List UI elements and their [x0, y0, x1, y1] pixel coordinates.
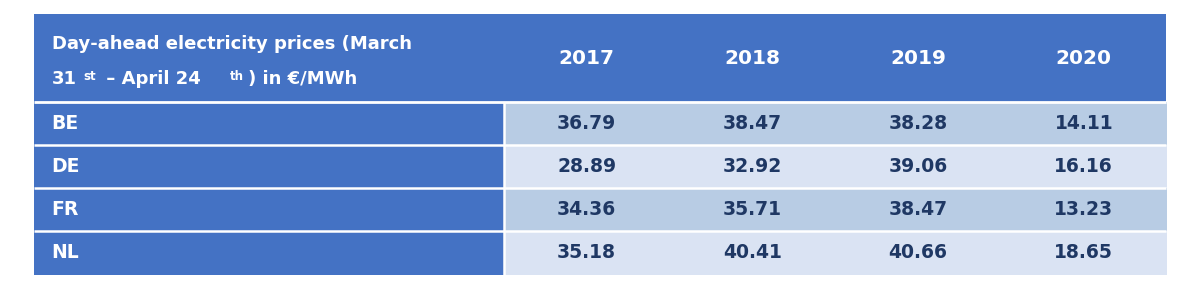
Bar: [504, 231, 670, 275]
Text: 38.28: 38.28: [888, 114, 948, 133]
Bar: [34, 145, 504, 188]
Text: 40.41: 40.41: [722, 243, 781, 262]
Bar: [1001, 188, 1166, 231]
Text: NL: NL: [52, 243, 79, 262]
Bar: [1001, 145, 1166, 188]
Text: st: st: [84, 70, 96, 83]
Bar: [34, 188, 504, 231]
Text: th: th: [230, 70, 244, 83]
Text: – April 24: – April 24: [100, 70, 200, 88]
Text: 2020: 2020: [1056, 49, 1111, 68]
Bar: [1001, 101, 1166, 145]
Text: 2019: 2019: [890, 49, 946, 68]
Bar: [670, 101, 835, 145]
Bar: [1001, 231, 1166, 275]
Text: 16.16: 16.16: [1055, 157, 1114, 176]
Text: 40.66: 40.66: [888, 243, 948, 262]
Text: BE: BE: [52, 114, 79, 133]
Bar: [835, 188, 1001, 231]
Text: 36.79: 36.79: [557, 114, 617, 133]
Bar: [504, 101, 670, 145]
Bar: [670, 188, 835, 231]
Text: 35.71: 35.71: [722, 200, 782, 219]
Text: 13.23: 13.23: [1054, 200, 1114, 219]
Bar: [34, 231, 504, 275]
Text: 38.47: 38.47: [888, 200, 948, 219]
Text: 39.06: 39.06: [888, 157, 948, 176]
Bar: [504, 188, 670, 231]
Text: 28.89: 28.89: [557, 157, 616, 176]
Text: FR: FR: [52, 200, 79, 219]
Text: 14.11: 14.11: [1055, 114, 1114, 133]
Text: Day-ahead electricity prices (March: Day-ahead electricity prices (March: [52, 35, 412, 53]
Bar: [835, 231, 1001, 275]
Text: 38.47: 38.47: [722, 114, 782, 133]
Text: 34.36: 34.36: [557, 200, 617, 219]
Bar: [835, 101, 1001, 145]
Text: 2017: 2017: [558, 49, 614, 68]
Bar: [34, 101, 504, 145]
Text: ) in €/MWh: ) in €/MWh: [248, 70, 358, 88]
Bar: [670, 231, 835, 275]
Text: 31: 31: [52, 70, 77, 88]
Bar: [670, 145, 835, 188]
Text: DE: DE: [52, 157, 80, 176]
Bar: [835, 145, 1001, 188]
Text: 2018: 2018: [725, 49, 780, 68]
Text: 32.92: 32.92: [722, 157, 782, 176]
Text: 35.18: 35.18: [557, 243, 616, 262]
Bar: [34, 14, 1166, 101]
Text: 18.65: 18.65: [1055, 243, 1114, 262]
Bar: [504, 145, 670, 188]
